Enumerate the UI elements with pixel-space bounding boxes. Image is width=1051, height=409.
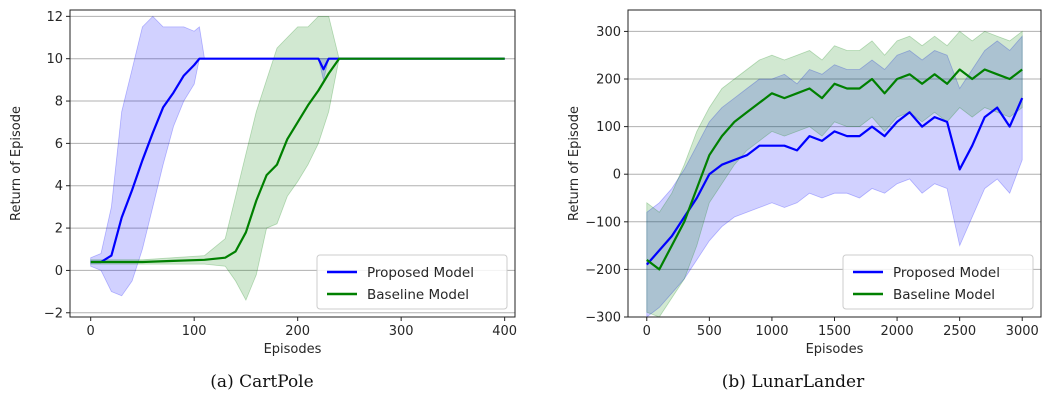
x-tick-label: 200 bbox=[285, 324, 310, 339]
legend-box bbox=[316, 254, 508, 310]
cartpole-figure: 0 100 200 300 400 −2 0 2 4 6 8 10 12 Episodes Return o… bbox=[0, 0, 525, 409]
y-tick-label: 10 bbox=[46, 52, 63, 67]
confidence-band bbox=[646, 35, 1023, 318]
legend-label: Baseline Model bbox=[893, 287, 995, 303]
lunarlander-chart: 0 500 1000 1500 2000 2500 3000 −300 −200 −100 0 100… bbox=[567, 9, 1042, 357]
y-tick-label: 100 bbox=[596, 120, 621, 135]
y-tick-label: −2 bbox=[44, 306, 63, 321]
legend: Proposed Model Baseline Model bbox=[842, 254, 1034, 310]
x-tick-label: 0 bbox=[643, 324, 651, 339]
legend-box bbox=[842, 254, 1034, 310]
confidence-band bbox=[646, 30, 1023, 318]
series-line bbox=[90, 57, 505, 264]
x-tick-label: 2500 bbox=[943, 324, 976, 339]
lunarlander-caption: (b) LunarLander bbox=[721, 372, 865, 392]
cartpole-caption: (a) CartPole bbox=[210, 372, 314, 392]
x-axis-label: Episodes bbox=[264, 342, 322, 357]
x-tick-label: 100 bbox=[182, 324, 207, 339]
legend-label: Proposed Model bbox=[893, 265, 1000, 281]
y-tick-label: 0 bbox=[613, 168, 621, 183]
x-tick-label: 1000 bbox=[755, 324, 788, 339]
x-tick-label: 300 bbox=[389, 324, 414, 339]
y-tick-label: 12 bbox=[46, 10, 63, 25]
y-tick-label: 200 bbox=[596, 73, 621, 88]
x-tick-label: 0 bbox=[87, 324, 95, 339]
x-tick-label: 500 bbox=[697, 324, 722, 339]
legend-label: Proposed Model bbox=[367, 265, 474, 281]
y-tick-label: −300 bbox=[585, 311, 621, 326]
x-tick-label: 3000 bbox=[1006, 324, 1039, 339]
legend-label: Baseline Model bbox=[367, 287, 469, 303]
legend: Proposed Model Baseline Model bbox=[316, 254, 508, 310]
series-line bbox=[90, 57, 505, 264]
y-tick-label: 2 bbox=[55, 222, 63, 237]
y-tick-label: 300 bbox=[596, 25, 621, 40]
y-tick-label: 6 bbox=[55, 137, 63, 152]
y-tick-label: −200 bbox=[585, 263, 621, 278]
x-tick-label: 2000 bbox=[881, 324, 914, 339]
x-tick-label: 1500 bbox=[818, 324, 851, 339]
y-axis-label: Return of Episode bbox=[567, 106, 582, 221]
y-tick-label: 8 bbox=[55, 95, 63, 110]
y-tick-label: 4 bbox=[55, 179, 63, 194]
cartpole-chart: 0 100 200 300 400 −2 0 2 4 6 8 10 12 Episodes Return o… bbox=[9, 9, 517, 357]
y-axis-label: Return of Episode bbox=[9, 106, 24, 221]
lunarlander-figure: 0 500 1000 1500 2000 2500 3000 −300 −200 −100 0 100… bbox=[525, 0, 1051, 409]
plot-frame bbox=[69, 9, 516, 318]
x-axis-label: Episodes bbox=[806, 342, 864, 357]
x-tick-label: 400 bbox=[492, 324, 517, 339]
y-tick-label: −100 bbox=[585, 215, 621, 230]
y-tick-label: 0 bbox=[55, 264, 63, 279]
series-line bbox=[646, 68, 1023, 271]
series-line bbox=[645, 97, 1024, 266]
